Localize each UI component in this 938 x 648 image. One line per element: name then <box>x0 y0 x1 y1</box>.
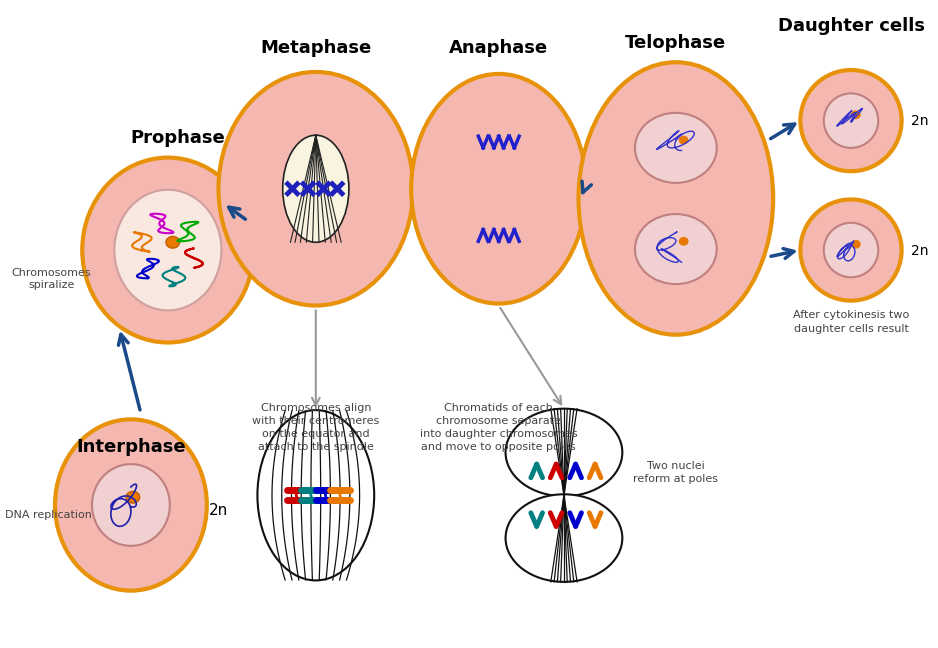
Text: Chromosomes align
with their centromeres
on the equator and
attach to the spindl: Chromosomes align with their centromeres… <box>252 403 380 452</box>
Text: 2n: 2n <box>912 244 929 258</box>
Ellipse shape <box>579 62 773 335</box>
Text: Two nuclei
reform at poles: Two nuclei reform at poles <box>633 461 719 485</box>
Ellipse shape <box>83 157 253 343</box>
Ellipse shape <box>824 93 878 148</box>
Ellipse shape <box>679 237 688 246</box>
Ellipse shape <box>257 410 374 581</box>
Ellipse shape <box>166 237 179 248</box>
Text: Daughter cells: Daughter cells <box>778 17 925 35</box>
Text: Metaphase: Metaphase <box>260 39 371 56</box>
Text: DNA replication: DNA replication <box>5 510 92 520</box>
Text: 2n: 2n <box>209 503 228 518</box>
Ellipse shape <box>506 409 622 496</box>
Text: After cytokinesis two
daughter cells result: After cytokinesis two daughter cells res… <box>793 310 909 334</box>
Ellipse shape <box>219 72 413 305</box>
Ellipse shape <box>126 491 140 503</box>
Text: 2n: 2n <box>912 115 929 128</box>
Ellipse shape <box>282 135 349 242</box>
Ellipse shape <box>851 110 861 119</box>
Ellipse shape <box>800 200 901 301</box>
Text: Chromosomes
spiralize: Chromosomes spiralize <box>11 268 91 290</box>
Ellipse shape <box>114 190 221 310</box>
Text: Telophase: Telophase <box>626 34 726 52</box>
Ellipse shape <box>635 214 717 284</box>
Ellipse shape <box>506 494 622 582</box>
Ellipse shape <box>55 419 206 590</box>
Ellipse shape <box>679 135 688 145</box>
Text: Interphase: Interphase <box>76 437 186 456</box>
Ellipse shape <box>411 74 586 303</box>
Ellipse shape <box>800 70 901 171</box>
Text: Chromatids of each
chromosome separate
into daughter chromosomes
and move to opp: Chromatids of each chromosome separate i… <box>420 403 578 452</box>
Ellipse shape <box>92 464 170 546</box>
Text: Prophase: Prophase <box>130 129 225 147</box>
Ellipse shape <box>824 223 878 277</box>
Text: Anaphase: Anaphase <box>449 39 549 56</box>
Ellipse shape <box>635 113 717 183</box>
Ellipse shape <box>851 240 861 249</box>
